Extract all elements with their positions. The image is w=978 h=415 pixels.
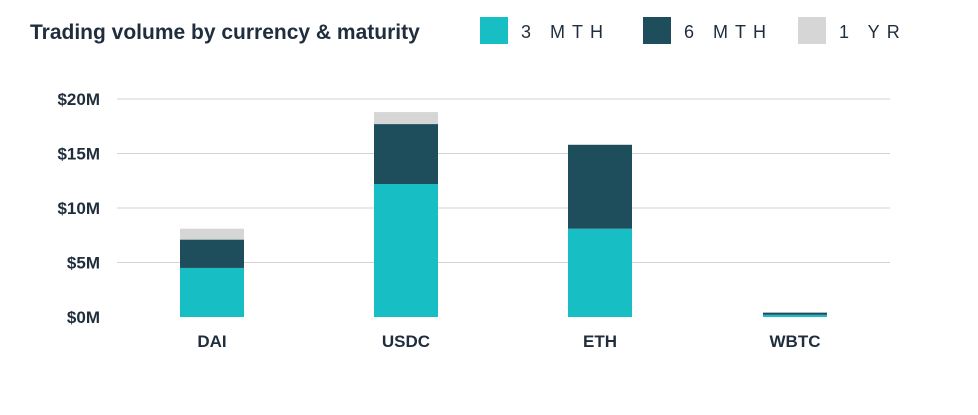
bar-segment — [763, 312, 827, 315]
legend: 3 MTH 6 MTH 1 YR — [480, 17, 907, 44]
x-tick-label: USDC — [382, 332, 430, 351]
y-tick-label: $15M — [57, 145, 100, 164]
y-tick-label: $5M — [67, 254, 100, 273]
bar-segment — [180, 239, 244, 268]
bar-segment — [568, 228, 632, 317]
bar-segment — [763, 314, 827, 317]
chart-title: Trading volume by currency & maturity — [30, 21, 420, 44]
legend-label: 6 MTH — [684, 22, 773, 42]
y-tick-label: $20M — [57, 90, 100, 109]
y-tick-label: $10M — [57, 199, 100, 218]
legend-label: 3 MTH — [521, 22, 610, 42]
x-tick-label: ETH — [583, 332, 617, 351]
bar-segment — [374, 112, 438, 125]
x-tick-label: WBTC — [770, 332, 821, 351]
legend-swatch — [643, 17, 671, 44]
y-axis: $0M $5M $10M $15M $20M — [57, 90, 100, 327]
x-tick-label: DAI — [197, 332, 226, 351]
bar-segment — [180, 267, 244, 317]
bar-segment — [568, 144, 632, 229]
bars — [180, 112, 827, 317]
legend-swatch — [480, 17, 508, 44]
bar-segment — [374, 124, 438, 185]
y-tick-label: $0M — [67, 308, 100, 327]
bar-segment — [180, 228, 244, 240]
x-axis: DAI USDC ETH WBTC — [197, 332, 820, 351]
legend-swatch — [798, 17, 826, 44]
gridlines — [117, 98, 890, 263]
bar-segment — [374, 184, 438, 317]
legend-label: 1 YR — [839, 22, 907, 42]
